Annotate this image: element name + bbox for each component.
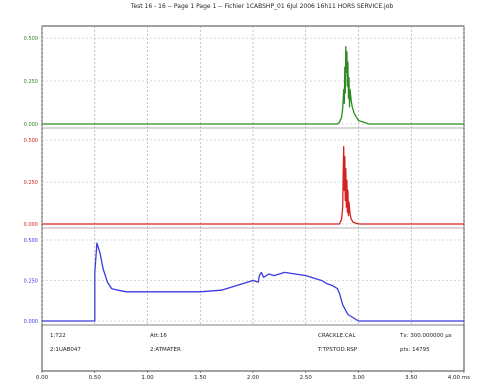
y-tick-label: 0.500 bbox=[24, 138, 38, 144]
info-text: pts: 14795 bbox=[400, 347, 430, 353]
info-text: 2:1UAB047 bbox=[50, 347, 81, 353]
y-tick-label: 0.500 bbox=[24, 36, 38, 42]
info-text: Att:16 bbox=[150, 333, 167, 339]
x-tick-label: 4.00 ms bbox=[448, 375, 470, 381]
y-tick-label: 0.000 bbox=[24, 222, 38, 228]
info-text: 2:ATMATER bbox=[150, 347, 181, 353]
info-box: 1:T22 Att:16 CRACKLE.CAL Tx: 300.000000 µs 2… bbox=[42, 324, 464, 353]
y-tick-label: 0.500 bbox=[24, 238, 38, 244]
info-text: Tx: 300.000000 µs bbox=[399, 333, 452, 339]
y-tick-label: 0.250 bbox=[24, 79, 38, 85]
x-tick-label: 2.50 bbox=[300, 375, 313, 381]
info-text: 1:T22 bbox=[50, 333, 66, 339]
panel-green: 0.500 0.250 0.000 bbox=[24, 36, 464, 128]
series-line-green bbox=[42, 45, 464, 125]
y-tick-label: 0.000 bbox=[24, 122, 38, 128]
info-text: T:TPSTOD.RSP bbox=[317, 347, 358, 353]
info-text: CRACKLE.CAL bbox=[318, 333, 356, 339]
x-tick-label: 0.50 bbox=[89, 375, 102, 381]
x-tick-label: 1.50 bbox=[194, 375, 207, 381]
panel-red: 0.500 0.250 0.000 bbox=[24, 127, 464, 228]
x-tick-label: 1.00 bbox=[141, 375, 154, 381]
series-line-blue bbox=[42, 242, 464, 322]
x-tick-label: 3.00 bbox=[352, 375, 365, 381]
chart-title: Test 16 - 16 -- Page 1 Page 1 -- Fichier… bbox=[130, 3, 394, 10]
x-axis: 0.00 0.50 1.00 1.50 2.00 2.50 3.00 3.50 4.00 ms bbox=[36, 371, 470, 381]
x-tick-label: 3.50 bbox=[405, 375, 418, 381]
y-tick-label: 0.000 bbox=[24, 319, 38, 325]
y-tick-label: 0.250 bbox=[24, 180, 38, 186]
x-tick-label: 0.00 bbox=[36, 375, 49, 381]
panels: 0.500 0.250 0.000 0.500 0.250 0.000 0.500 0.250… bbox=[24, 36, 464, 325]
panel-blue: 0.500 0.250 0.000 bbox=[24, 227, 464, 325]
y-tick-label: 0.250 bbox=[24, 279, 38, 285]
series-line-red bbox=[42, 146, 464, 225]
x-tick-label: 2.00 bbox=[247, 375, 260, 381]
